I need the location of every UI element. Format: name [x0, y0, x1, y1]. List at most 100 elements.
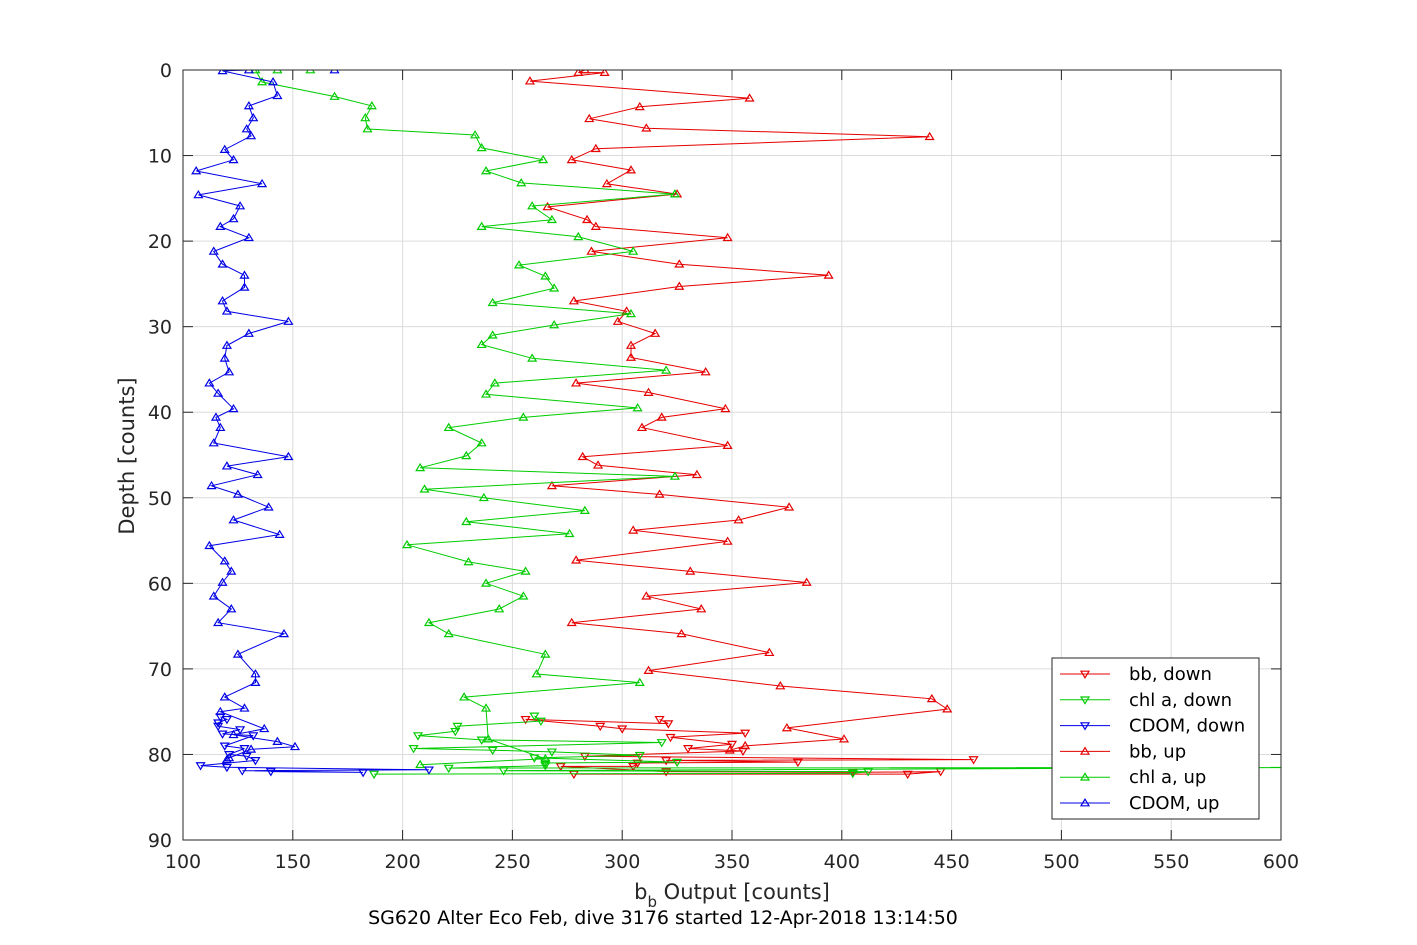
data-point: [566, 617, 577, 627]
legend-item: bb, up: [1060, 741, 1186, 762]
data-point: [564, 528, 575, 538]
data-point: [217, 577, 228, 586]
data-point: [540, 649, 551, 658]
y-axis-label: Depth [counts]: [115, 377, 139, 534]
data-point: [243, 100, 254, 110]
data-point: [408, 745, 419, 754]
legend-label: bb, down: [1129, 664, 1212, 685]
data-point: [252, 469, 263, 479]
data-point: [823, 270, 834, 279]
data-point: [968, 756, 979, 765]
data-point: [256, 77, 268, 86]
data-point: [250, 757, 261, 766]
data-point: [518, 412, 529, 421]
data-point: [581, 214, 593, 224]
data-point: [206, 480, 217, 490]
legend-item: chl a, up: [1060, 767, 1206, 788]
series-line: [529, 70, 949, 751]
data-point: [443, 764, 454, 774]
data-point: [415, 759, 426, 769]
data-point: [625, 308, 637, 318]
data-point: [221, 754, 232, 763]
data-point: [573, 231, 584, 241]
data-point: [540, 759, 551, 768]
data-point: [478, 492, 489, 502]
data-point: [250, 677, 261, 686]
y-tick-label: 0: [160, 60, 172, 82]
data-point: [529, 712, 540, 721]
data-point: [546, 480, 557, 490]
data-point: [634, 751, 645, 761]
data-point: [215, 422, 226, 432]
data-point: [329, 91, 340, 100]
data-point: [641, 591, 652, 600]
data-point: [722, 536, 733, 545]
data-point: [250, 669, 261, 678]
legend-swatch-marker: [1079, 670, 1091, 679]
data-point: [722, 440, 733, 449]
x-tick-label: 400: [824, 851, 860, 873]
data-point: [305, 70, 316, 74]
data-point: [784, 502, 795, 511]
data-point: [217, 259, 228, 268]
data-point: [540, 762, 551, 771]
data-point: [412, 732, 424, 741]
legend-swatch-marker: [1079, 746, 1091, 755]
data-point: [476, 438, 487, 447]
data-point: [228, 154, 239, 164]
data-point: [487, 746, 498, 756]
data-point: [423, 766, 435, 775]
legend-label: CDOM, down: [1129, 716, 1245, 737]
data-point: [577, 451, 588, 461]
data-point: [726, 740, 738, 750]
data-point: [221, 763, 232, 773]
data-point: [542, 201, 553, 211]
data-point: [226, 566, 237, 575]
data-point: [283, 316, 294, 325]
data-point: [283, 451, 294, 461]
data-point: [480, 165, 492, 175]
data-point: [625, 340, 637, 349]
data-point: [643, 387, 654, 396]
figure-caption: SG620 Alter Eco Feb, dive 3176 started 1…: [368, 907, 958, 929]
data-point: [263, 502, 274, 511]
data-point: [628, 246, 639, 255]
data-point: [228, 515, 239, 524]
data-point: [401, 539, 413, 549]
data-point: [518, 591, 529, 600]
legend-swatch-marker: [1079, 772, 1091, 781]
data-point: [235, 201, 246, 210]
data-point: [494, 604, 505, 613]
data-point: [669, 471, 680, 480]
x-axis-label: bb Output [counts]: [634, 880, 830, 911]
data-point: [415, 462, 426, 472]
data-point: [590, 221, 601, 230]
data-point: [243, 328, 254, 337]
data-point: [213, 722, 224, 732]
legend-label: chl a, up: [1129, 767, 1206, 788]
data-point: [498, 767, 509, 776]
data-point: [641, 123, 652, 132]
data-point: [696, 604, 707, 613]
data-point: [219, 692, 230, 701]
data-point: [228, 729, 239, 739]
data-point: [239, 270, 250, 279]
data-point: [360, 112, 371, 122]
data-point: [221, 306, 232, 315]
data-point: [527, 201, 538, 210]
data-point: [654, 489, 665, 498]
data-point: [241, 752, 252, 762]
data-point: [546, 748, 557, 757]
data-point: [476, 736, 487, 745]
data-point: [740, 729, 751, 739]
data-point: [228, 403, 239, 413]
data-point: [463, 556, 474, 566]
data-point: [217, 730, 228, 739]
data-point: [524, 76, 536, 85]
data-point: [419, 484, 430, 493]
data-point: [358, 769, 369, 778]
data-point: [221, 715, 232, 725]
data-point: [733, 515, 744, 524]
data-point: [632, 402, 643, 412]
data-point: [590, 143, 601, 153]
